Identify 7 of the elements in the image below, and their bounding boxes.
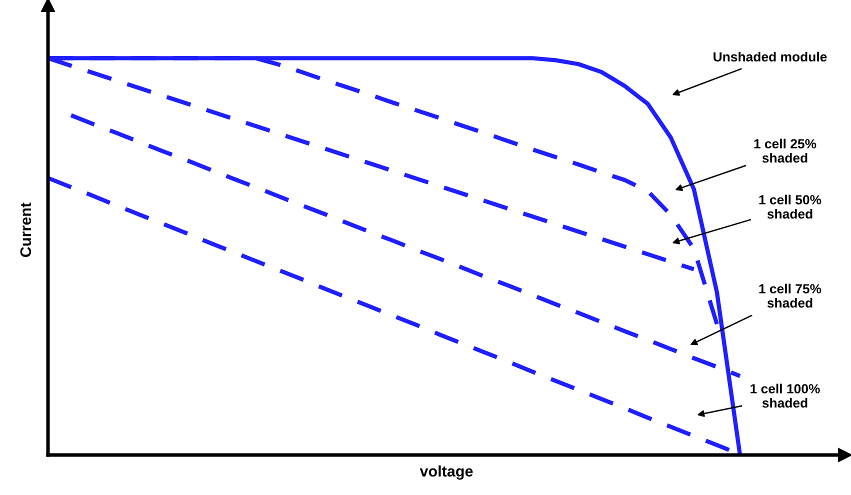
annotation: Unshaded module xyxy=(714,52,827,62)
text: 1 cell 75% shaded xyxy=(759,284,822,308)
x-axis-title: voltage xyxy=(420,465,473,480)
text: 1 cell 50% shaded xyxy=(759,194,822,219)
text: 1 cell 25% shaded xyxy=(754,138,816,163)
annotation: 1 cell 100% shaded xyxy=(750,384,820,408)
y-axis-title: Current xyxy=(20,202,32,257)
